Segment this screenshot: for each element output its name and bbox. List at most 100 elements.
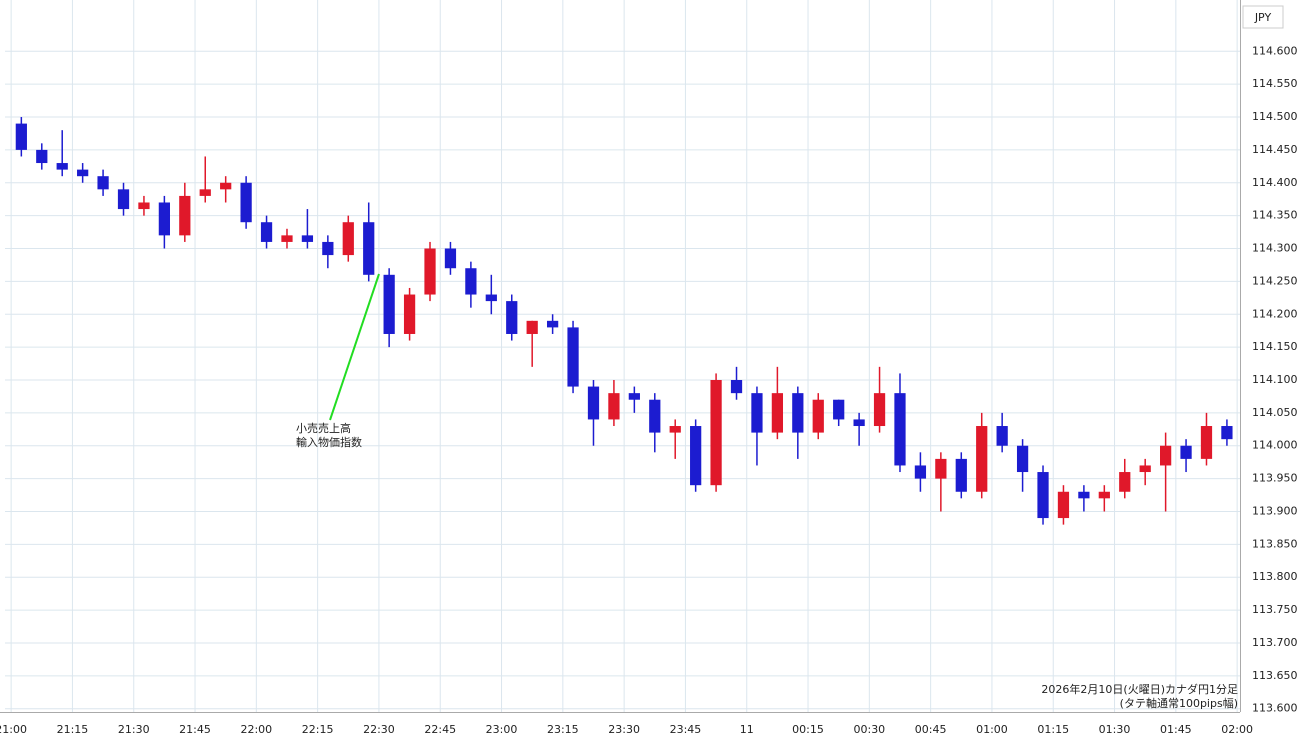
y-tick-label: 114.400 — [1252, 176, 1298, 189]
candle-body — [506, 301, 518, 334]
candle-body — [363, 222, 375, 275]
y-tick-label: 113.850 — [1252, 537, 1298, 550]
x-tick-label: 01:45 — [1160, 723, 1192, 736]
candle-body — [730, 379, 743, 394]
candle-body — [567, 327, 579, 387]
candle-body — [914, 465, 927, 479]
x-tick-label: 23:00 — [486, 723, 518, 736]
candle-body — [158, 202, 171, 236]
candle-body — [281, 235, 293, 242]
x-tick-label: 21:00 — [0, 723, 27, 736]
candle-body — [138, 202, 150, 210]
candle-body — [77, 169, 89, 177]
x-tick-label: 00:30 — [853, 723, 885, 736]
x-tick-label: 01:00 — [976, 723, 1008, 736]
x-tick-label: 21:30 — [118, 723, 150, 736]
candle-body — [1119, 472, 1131, 492]
x-tick-label: 23:45 — [670, 723, 702, 736]
candle-body — [1037, 472, 1049, 519]
candle-body — [199, 189, 211, 196]
x-tick-label: 01:15 — [1037, 723, 1069, 736]
candle-body — [1180, 445, 1192, 459]
y-tick-label: 114.200 — [1252, 307, 1298, 320]
candle-body — [812, 399, 824, 433]
y-tick-label: 114.600 — [1252, 44, 1298, 57]
candle-body — [1139, 465, 1151, 473]
x-tick-label: 02:00 — [1221, 723, 1253, 736]
candle-body — [240, 182, 252, 223]
candle-body — [179, 195, 191, 236]
candle-body — [690, 426, 702, 486]
y-tick-label: 113.600 — [1252, 702, 1298, 715]
currency-label: JPY — [1254, 11, 1272, 24]
candle-body — [1057, 491, 1070, 519]
candle-body — [301, 235, 314, 242]
candle-body — [996, 426, 1008, 446]
candle-body — [485, 294, 497, 302]
y-tick-label: 113.950 — [1252, 472, 1298, 485]
y-tick-label: 114.500 — [1252, 110, 1298, 123]
candle-body — [894, 393, 906, 466]
candle-body — [526, 320, 538, 334]
y-tick-label: 113.900 — [1252, 504, 1298, 517]
candle-body — [322, 241, 334, 256]
candle-body — [546, 320, 559, 328]
candle-body — [608, 393, 620, 420]
candle-body — [1160, 445, 1172, 466]
y-tick-label: 114.250 — [1252, 274, 1298, 287]
x-tick-label: 21:45 — [179, 723, 211, 736]
y-tick-label: 114.350 — [1252, 209, 1298, 222]
candle-body — [935, 458, 947, 479]
candle-body — [669, 426, 681, 433]
y-axis-panel — [1240, 0, 1300, 745]
y-tick-label: 114.300 — [1252, 242, 1298, 255]
y-tick-label: 114.150 — [1252, 340, 1298, 353]
candle-body — [97, 176, 109, 190]
annotation-pointer — [329, 273, 380, 421]
candle-body — [383, 274, 395, 334]
x-tick-label: 22:45 — [424, 723, 456, 736]
candle-body — [342, 222, 354, 256]
candle-body — [792, 393, 804, 433]
y-tick-label: 114.000 — [1252, 439, 1298, 452]
footer-text: (タテ軸通常100pips幅) — [1120, 696, 1238, 710]
x-tick-label: 21:15 — [57, 723, 89, 736]
x-tick-label: 22:15 — [302, 723, 334, 736]
candle-body — [1098, 491, 1110, 499]
candle-body — [56, 163, 68, 170]
annotation-text: 小売売上高 — [296, 421, 351, 435]
candle-body — [36, 149, 48, 164]
candle-body — [771, 393, 784, 433]
candle-body — [424, 248, 436, 295]
x-tick-label: 23:30 — [608, 723, 640, 736]
candle-body — [465, 268, 477, 295]
x-tick-label: 23:15 — [547, 723, 579, 736]
candle-body — [955, 458, 967, 492]
y-tick-label: 113.800 — [1252, 570, 1298, 583]
candle-body — [1200, 426, 1213, 459]
x-tick-label: 01:30 — [1099, 723, 1131, 736]
candle-body — [628, 393, 640, 400]
x-tick-label: 11 — [740, 723, 754, 736]
x-tick-label: 00:15 — [792, 723, 824, 736]
annotation-text: 輸入物価指数 — [296, 435, 362, 449]
candle-body — [1221, 426, 1233, 440]
candle-body — [976, 426, 988, 492]
y-tick-label: 114.450 — [1252, 143, 1298, 156]
y-tick-label: 113.750 — [1252, 603, 1298, 616]
candle-body — [260, 222, 273, 242]
candle-body — [1078, 491, 1090, 499]
candle-body — [649, 399, 661, 433]
y-tick-label: 114.550 — [1252, 77, 1298, 90]
y-tick-label: 114.050 — [1252, 406, 1298, 419]
candle-body — [833, 399, 845, 420]
candle-body — [853, 419, 865, 427]
candle-body — [403, 294, 416, 334]
candle-body — [710, 379, 722, 486]
x-tick-label: 22:30 — [363, 723, 395, 736]
currency-box — [1242, 5, 1284, 29]
candle-body — [444, 248, 457, 269]
candle-body — [220, 182, 232, 190]
x-tick-label: 00:45 — [915, 723, 947, 736]
